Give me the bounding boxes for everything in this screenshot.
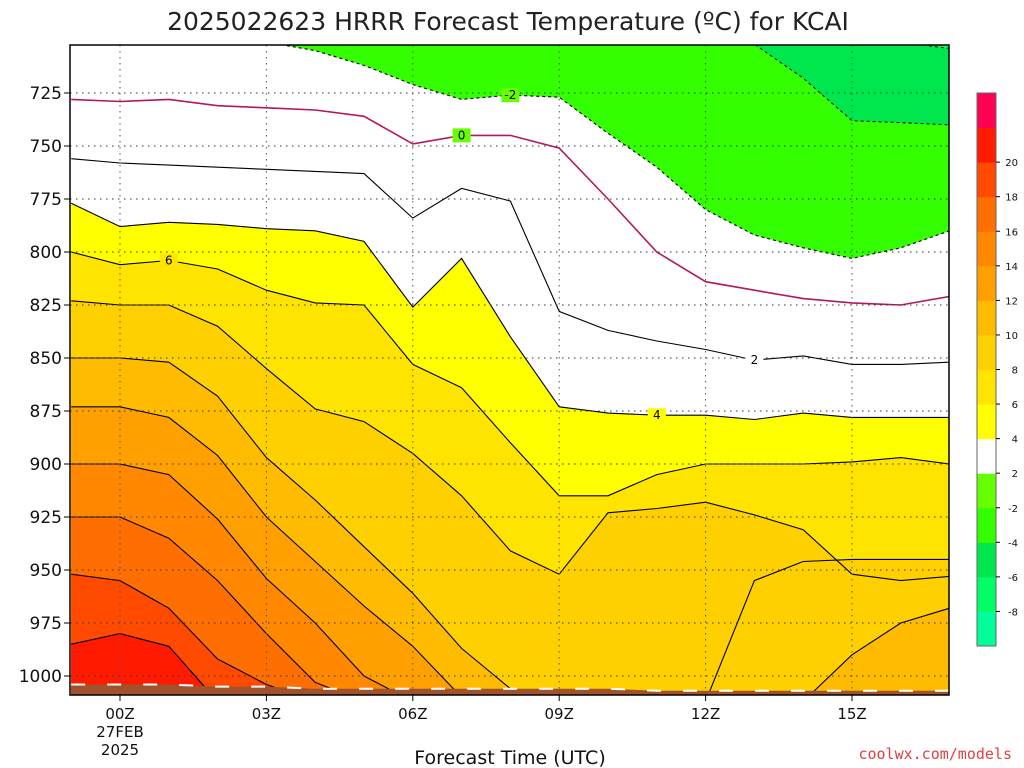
contour-label-bg [501, 88, 520, 103]
x-date-label: 2025 [101, 741, 139, 759]
contour-label: 2 [751, 353, 759, 367]
grid-lines [70, 45, 949, 695]
isotherm-cell-8 [707, 558, 949, 695]
ground-edge [71, 683, 949, 692]
y-tick-label: 975 [30, 614, 62, 634]
contour-label: 6 [165, 253, 173, 267]
x-date-label: 27FEB [96, 723, 143, 741]
x-tick-label: 06Z [398, 705, 427, 723]
y-tick-label: 775 [30, 190, 62, 210]
isotherm-14 [71, 463, 402, 695]
colorbar-tick-label: 8 [1012, 366, 1018, 377]
colorbar: -8 -6 -4 -2 2 4 6 8 10 12 14 16 18 20 [976, 92, 1018, 647]
x-tick-label: 12Z [691, 705, 720, 723]
band-above-20 [71, 633, 212, 695]
y-tick-label: 750 [30, 137, 62, 157]
y-tick-label: 900 [30, 455, 62, 475]
colorbar-tick-label: 6 [1012, 400, 1018, 411]
contour-label-bg [452, 128, 471, 143]
colorbar-tick-label: -4 [1008, 538, 1018, 549]
contour-label: 0 [458, 128, 466, 142]
isotherm-8 [71, 300, 949, 582]
y-tick-label: 1000 [19, 667, 62, 687]
colorbar-swatch [977, 162, 996, 198]
isotherm-0 [71, 98, 949, 306]
x-tick-label: 03Z [252, 705, 281, 723]
contour-labels: -2 0 2 4 6 [159, 88, 764, 423]
band-below-minus2 [283, 45, 949, 259]
colorbar-tick-label: -2 [1008, 504, 1018, 515]
colorbar-swatch [977, 404, 996, 440]
colorbar-swatch [977, 265, 996, 301]
colorbar-tick-label: -6 [1008, 573, 1018, 584]
isotherm-18 [71, 573, 299, 695]
colorbar-swatch [977, 196, 996, 232]
colorbar-swatch [977, 127, 996, 163]
colorbar-tick-label: 16 [1005, 227, 1018, 238]
colorbar-swatch [977, 231, 996, 267]
plot-frame [69, 44, 950, 696]
y-axis: 725 750 775 800 825 850 875 900 925 950 975 1000 [19, 84, 70, 687]
y-tick-label: 850 [30, 349, 62, 369]
y-tick-label: 825 [30, 296, 62, 316]
colorbar-swatch [977, 611, 996, 647]
plot-area: -2 0 2 4 6 [70, 45, 949, 695]
chart-title: 2025022623 HRRR Forecast Temperature (ºC… [167, 7, 849, 36]
colorbar-swatch [977, 507, 996, 543]
isotherm-4 [70, 202, 949, 421]
x-axis-label: Forecast Time (UTC) [414, 747, 605, 768]
colorbar-tick-label: 18 [1005, 193, 1018, 204]
y-tick-label: 950 [30, 561, 62, 581]
isotherm-2 [71, 158, 949, 365]
isotherm-12 [71, 406, 461, 695]
y-tick-label: 725 [30, 84, 62, 104]
colorbar-swatch [977, 438, 996, 474]
y-tick-label: 800 [30, 243, 62, 263]
warm-cells [708, 559, 949, 695]
y-tick-label: 875 [30, 402, 62, 422]
colorbar-swatch [977, 334, 996, 370]
colorbar-tick-label: 14 [1005, 262, 1018, 273]
isotherm-minus2 [279, 45, 949, 259]
colorbar-swatch [977, 93, 996, 129]
colorbar-tick-label: 20 [1005, 158, 1018, 169]
ground-fill [71, 684, 949, 695]
colorbar-tick-label: -8 [1008, 607, 1018, 618]
cold-cell-4 [755, 45, 949, 125]
colorbar-tick-label: 4 [1012, 435, 1018, 446]
warm-cell-10 [809, 608, 949, 695]
colorbar-tick-label: 10 [1005, 331, 1018, 342]
x-tick-label: 15Z [837, 705, 866, 723]
colorbar-tick-label: 2 [1012, 469, 1018, 480]
temperature-bands [71, 45, 949, 695]
colorbar-swatch [977, 576, 996, 612]
colorbar-swatch [977, 473, 996, 509]
contour-label-bg [745, 353, 764, 368]
colorbar-swatch [977, 300, 996, 336]
contour-label-bg [647, 408, 666, 423]
x-tick-label: 00Z [105, 705, 134, 723]
x-tick-label: 09Z [545, 705, 574, 723]
credit-link[interactable]: coolwx.com/models [858, 745, 1012, 763]
colorbar-swatch [977, 542, 996, 578]
contour-label-bg [159, 253, 178, 268]
ground-surface [71, 683, 949, 695]
isotherm-16 [71, 516, 350, 695]
contour-label: 4 [653, 408, 661, 422]
colorbar-swatch [977, 369, 996, 405]
y-tick-label: 925 [30, 508, 62, 528]
colorbar-tick-label: 12 [1005, 296, 1018, 307]
contour-label: -2 [504, 88, 516, 102]
